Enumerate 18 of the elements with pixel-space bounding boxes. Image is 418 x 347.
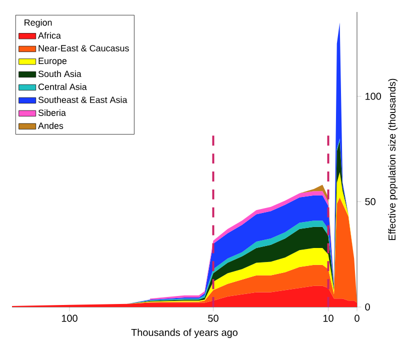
x-tick-label: 0 <box>354 314 360 322</box>
x-tick-label: 100 <box>62 314 78 322</box>
legend-label: Southeast & East Asia <box>38 96 128 103</box>
y-tick-label: 0 <box>365 303 370 311</box>
legend-label: Africa <box>38 32 61 39</box>
legend-label: South Asia <box>38 70 82 78</box>
legend-label: Near-East & Caucasus <box>38 45 129 52</box>
y-tick-label: 100 <box>366 92 382 100</box>
x-tick-label: 50 <box>208 314 218 322</box>
y-axis-title: Effective population size (thousands) <box>388 78 398 240</box>
legend-label: Andes <box>38 122 64 129</box>
x-axis-title: Thousands of years ago <box>131 328 238 338</box>
y-tick-label: 50 <box>365 198 376 206</box>
x-tick-label: 10 <box>323 314 334 322</box>
legend-title: Region <box>24 19 52 28</box>
legend-label: Europe <box>38 58 67 66</box>
legend-label: Siberia <box>38 109 66 116</box>
legend-label: Central Asia <box>38 83 87 90</box>
